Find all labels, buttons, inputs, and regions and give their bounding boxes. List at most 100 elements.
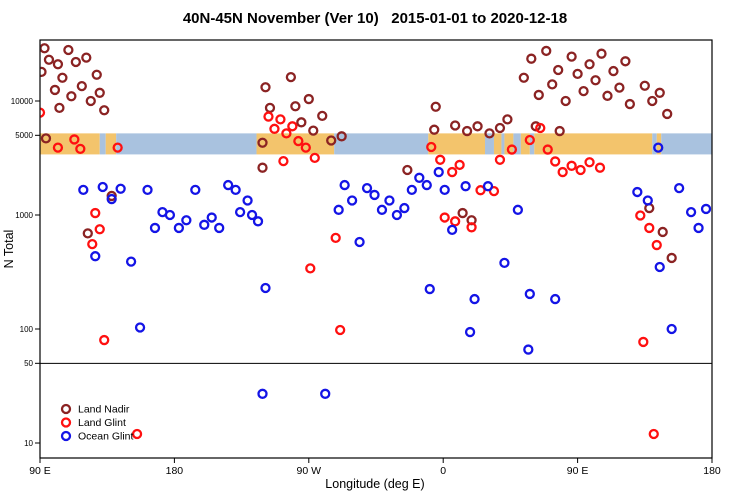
x-tick-label: 90 E <box>29 465 51 477</box>
point-land-nadir <box>85 95 96 107</box>
point-land-nadir <box>257 137 268 148</box>
point-ocean-glint <box>642 195 653 206</box>
x-axis-title: Longitude (deg E) <box>325 477 425 491</box>
legend-marker-land-nadir <box>60 403 72 415</box>
point-land-nadir <box>657 226 668 238</box>
point-ocean-glint <box>97 181 108 193</box>
point-land-glint <box>69 134 80 145</box>
series-land-nadir <box>40 43 677 264</box>
x-tick-label: 90 W <box>297 465 322 477</box>
y-tick-label: 50 <box>24 359 33 368</box>
y-tick-label: 100 <box>20 325 34 334</box>
point-ocean-glint <box>230 184 241 196</box>
point-land-nadir <box>666 252 677 264</box>
point-land-nadir <box>533 89 544 101</box>
point-land-glint <box>557 166 568 178</box>
point-ocean-glint <box>550 293 561 305</box>
point-land-nadir <box>40 43 50 54</box>
legend-marker-ocean-glint <box>60 430 72 442</box>
point-ocean-glint <box>460 181 471 192</box>
point-land-nadir <box>52 59 64 70</box>
point-land-nadir <box>541 45 552 57</box>
point-ocean-glint <box>339 179 350 191</box>
point-land-glint <box>651 239 662 251</box>
point-ocean-glint <box>685 206 697 218</box>
map-band-ocean <box>116 133 257 155</box>
point-ocean-glint <box>447 224 458 236</box>
point-land-nadir <box>662 108 673 120</box>
point-land-glint <box>269 123 280 134</box>
point-ocean-glint <box>406 184 417 196</box>
point-land-glint <box>648 428 659 440</box>
map-band-land <box>428 133 486 155</box>
point-ocean-glint <box>260 282 271 294</box>
map-band-ocean <box>334 133 429 155</box>
point-land-nadir <box>257 162 268 173</box>
y-tick-label: 10000 <box>11 97 34 106</box>
y-tick-label: 5000 <box>15 131 33 140</box>
point-land-nadir <box>457 207 468 219</box>
point-land-glint <box>454 159 465 171</box>
point-land-nadir <box>560 95 571 107</box>
point-land-glint <box>75 143 86 155</box>
point-land-nadir <box>260 82 271 93</box>
point-ocean-glint <box>106 193 117 205</box>
point-land-nadir <box>624 98 636 110</box>
point-land-glint <box>575 164 586 176</box>
point-land-nadir <box>296 117 307 128</box>
point-land-nadir <box>554 125 565 137</box>
point-land-nadir <box>336 131 347 142</box>
map-band-land <box>520 133 530 155</box>
point-ocean-glint <box>223 179 234 191</box>
point-ocean-glint <box>433 166 444 178</box>
map-band-land <box>504 133 514 155</box>
point-land-nadir <box>430 101 441 112</box>
point-land-glint <box>594 162 606 173</box>
point-land-nadir <box>484 128 495 139</box>
point-land-nadir <box>285 71 297 83</box>
point-ocean-glint <box>653 142 664 153</box>
point-land-nadir <box>57 72 68 83</box>
point-land-glint <box>524 134 535 146</box>
point-land-glint <box>309 152 320 164</box>
map-band-ocean <box>501 133 505 155</box>
point-land-nadir <box>472 121 483 132</box>
map-band-land <box>534 133 653 155</box>
point-ocean-glint <box>424 283 435 295</box>
point-land-glint <box>263 111 274 122</box>
data-points-layer <box>40 43 712 440</box>
map-band-ocean <box>652 133 657 155</box>
point-land-nadir <box>402 164 413 176</box>
point-land-nadir <box>547 79 558 90</box>
legend-label-land-nadir: Land Nadir <box>78 404 130 416</box>
y-tick-label: 1000 <box>15 211 33 220</box>
point-land-nadir <box>502 114 513 125</box>
point-land-glint <box>426 141 437 153</box>
point-land-nadir <box>429 124 440 135</box>
point-land-glint <box>466 222 477 233</box>
point-land-nadir <box>566 51 577 62</box>
point-ocean-glint <box>214 222 225 234</box>
map-band-ocean <box>513 133 521 155</box>
point-land-nadir <box>317 110 328 122</box>
point-land-glint <box>330 232 341 244</box>
point-land-glint <box>131 428 143 440</box>
point-land-glint <box>475 185 486 196</box>
point-land-glint <box>112 142 123 153</box>
point-land-glint <box>449 216 461 227</box>
point-ocean-glint <box>499 257 510 269</box>
point-ocean-glint <box>693 222 704 234</box>
point-land-nadir <box>82 228 93 239</box>
point-land-nadir <box>308 125 319 136</box>
point-land-nadir <box>654 87 665 98</box>
point-land-glint <box>494 154 506 165</box>
point-ocean-glint <box>333 204 344 215</box>
point-ocean-glint <box>523 344 534 355</box>
point-land-glint <box>40 107 46 118</box>
point-ocean-glint <box>234 206 246 218</box>
point-land-nadir <box>40 66 47 78</box>
legend-marker-land-glint <box>60 417 72 428</box>
point-land-nadir <box>526 53 537 64</box>
